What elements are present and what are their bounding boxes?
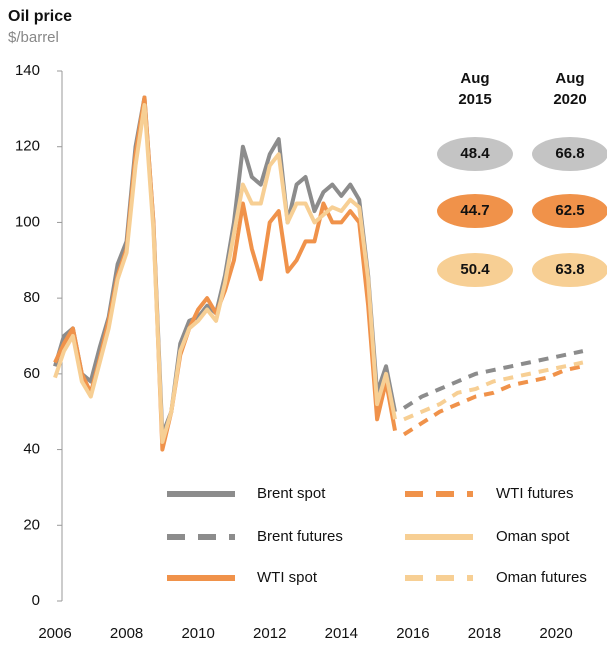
y-tick-label: 140 [15, 62, 40, 79]
summary-header: 2020 [553, 91, 586, 108]
legend-label: WTI futures [496, 485, 574, 502]
x-tick-label: 2010 [181, 625, 214, 642]
series-line [403, 360, 584, 422]
y-tick-label: 40 [23, 441, 40, 458]
y-tick-label: 60 [23, 365, 40, 382]
y-tick-label: 0 [32, 592, 40, 609]
summary-value: 66.8 [555, 145, 584, 162]
summary-badge [532, 253, 607, 287]
x-tick-label: 2008 [110, 625, 143, 642]
legend-label: Oman spot [496, 528, 570, 545]
series-line [53, 95, 397, 437]
y-tick-label: 120 [15, 138, 40, 155]
x-tick-label: 2014 [325, 625, 358, 642]
chart-title: Oil price [8, 8, 72, 25]
chart-subtitle: $/barrel [8, 29, 59, 46]
summary-value: 50.4 [460, 261, 490, 278]
legend-label: WTI spot [257, 569, 318, 586]
summary-value: 44.7 [460, 202, 489, 219]
series-line [402, 349, 584, 410]
summary-value: 48.4 [460, 145, 490, 162]
y-tick-label: 20 [23, 516, 40, 533]
x-tick-label: 2006 [38, 625, 71, 642]
summary-header: 2015 [458, 91, 491, 108]
x-tick-label: 2020 [539, 625, 572, 642]
summary-badge [437, 194, 513, 228]
y-tick-label: 80 [23, 289, 40, 306]
summary-value: 63.8 [555, 261, 584, 278]
summary-badge [532, 137, 607, 171]
legend-label: Brent futures [257, 528, 343, 545]
x-tick-label: 2012 [253, 625, 286, 642]
summary-badge [532, 194, 607, 228]
legend-label: Brent spot [257, 485, 326, 502]
series-line [53, 103, 397, 444]
legend-label: Oman futures [496, 569, 587, 586]
summary-value: 62.5 [555, 202, 584, 219]
x-tick-label: 2016 [396, 625, 429, 642]
x-tick-label: 2018 [468, 625, 501, 642]
summary-header: Aug [460, 70, 489, 87]
series-line [402, 364, 584, 437]
y-tick-label: 100 [15, 213, 40, 230]
summary-badge [437, 137, 513, 171]
summary-header: Aug [555, 70, 584, 87]
summary-badge [437, 253, 513, 287]
